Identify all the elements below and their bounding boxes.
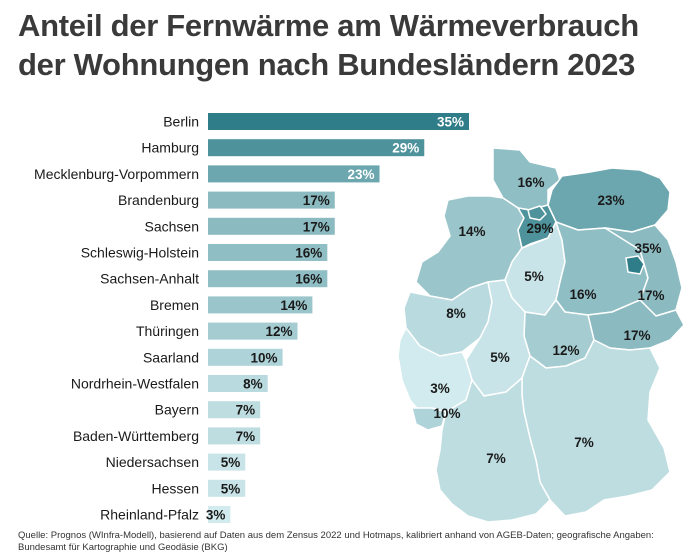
map-label-baden-wuerttemberg: 7%	[486, 451, 506, 466]
value-label-baden-wuerttemberg: 7%	[236, 429, 256, 444]
value-label-bremen: 14%	[280, 298, 307, 313]
category-label-nordrhein-westfalen: Nordrhein-Westfalen	[71, 376, 199, 392]
bar-sachsen	[208, 217, 335, 235]
category-label-saarland: Saarland	[143, 349, 199, 365]
category-label-thueringen: Thüringen	[136, 323, 199, 339]
map-label-sachsen-anhalt: 5%	[524, 269, 544, 284]
category-label-sachsen: Sachsen	[145, 218, 199, 234]
bar-saarland	[208, 348, 283, 366]
bar-mecklenburg-vorpommern	[208, 165, 380, 183]
value-label-saarland: 10%	[251, 350, 278, 365]
chart-title: Anteil der Fernwärme am Wärmeverbrauch d…	[18, 6, 688, 84]
category-label-niedersachsen: Niedersachsen	[106, 454, 199, 470]
map-label-schleswig-holstein: 16%	[517, 175, 544, 190]
map-state-7	[604, 224, 683, 317]
map-state-1	[492, 147, 561, 211]
bar-niedersachsen	[208, 453, 246, 471]
bar-hessen	[208, 479, 246, 497]
category-label-hamburg: Hamburg	[141, 140, 199, 156]
map-label-sachsen: 17%	[623, 328, 650, 343]
bar-nordrhein-westfalen	[208, 375, 268, 392]
value-label-sachsen: 17%	[303, 219, 330, 234]
map-label-saarland: 10%	[433, 406, 460, 421]
category-label-brandenburg: Brandenburg	[118, 192, 199, 208]
category-label-baden-wuerttemberg: Baden-Württemberg	[73, 428, 199, 444]
map-state-hamburg	[527, 205, 547, 221]
value-label-sachsen-anhalt: 16%	[295, 272, 322, 287]
category-label-rheinland-pfalz: Rheinland-Pfalz	[100, 507, 199, 523]
source-note: Quelle: Prognos (WInfra-Modell), basiere…	[18, 530, 654, 553]
category-label-sachsen-anhalt: Sachsen-Anhalt	[100, 271, 199, 287]
bar-baden-wuerttemberg	[208, 427, 261, 445]
category-label-hessen: Hessen	[152, 480, 199, 496]
category-label-schleswig-holstein: Schleswig-Holstein	[81, 245, 199, 261]
germany-map: 16% 23% 14% 29% 35% 5% 16% 17% 8% 17% 12% 5% 3% 10% 7%…	[397, 147, 685, 523]
map-label-rheinland-pfalz: 3%	[430, 381, 450, 396]
chart-title-line-1: Anteil der Fernwärme am Wärmeverbrauch	[18, 8, 639, 43]
bar-hamburg	[208, 139, 425, 157]
map-state-13	[411, 407, 447, 431]
value-label-mecklenburg-vorpommern: 23%	[347, 167, 374, 182]
bar-berlin	[208, 113, 469, 130]
map-label-brandenburg-south: 17%	[637, 288, 664, 303]
chart-title-line-2: der Wohnungen nach Bundesländern 2023	[18, 47, 636, 82]
map-label-mecklenburg-vorpommern: 23%	[597, 193, 624, 208]
map-state-15	[435, 377, 551, 523]
value-label-niedersachsen: 5%	[221, 455, 241, 470]
value-label-nordrhein-westfalen: 8%	[243, 377, 263, 392]
value-label-bayern: 7%	[236, 403, 256, 418]
bar-thueringen	[208, 322, 298, 340]
bar-chart: Berlin 35% Hamburg 29% Mecklenburg-Vorpommer…	[34, 113, 469, 523]
bar-schleswig-holstein	[208, 244, 328, 261]
value-label-brandenburg: 17%	[303, 193, 330, 208]
map-state-berlin	[625, 255, 645, 275]
bar-bayern	[208, 401, 261, 419]
map-label-nordrhein-westfalen: 8%	[446, 306, 466, 321]
category-label-bayern: Bayern	[155, 402, 199, 418]
map-label-niedersachsen: 14%	[458, 224, 485, 239]
value-label-berlin: 35%	[437, 115, 464, 130]
map-label-bayern: 7%	[574, 435, 594, 450]
bar-rheinland-pfalz	[208, 506, 231, 523]
map-label-hessen: 5%	[490, 350, 510, 365]
value-label-rheinland-pfalz: 3%	[206, 508, 226, 523]
map-label-berlin: 35%	[634, 241, 661, 256]
value-label-schleswig-holstein: 16%	[295, 246, 322, 261]
category-label-berlin: Berlin	[163, 114, 199, 130]
value-label-hamburg: 29%	[392, 141, 419, 156]
map-label-hamburg-bremen: 29%	[526, 221, 553, 236]
bar-brandenburg	[208, 191, 335, 209]
map-label-brandenburg: 16%	[569, 287, 596, 302]
bar-sachsen-anhalt	[208, 270, 328, 288]
value-label-hessen: 5%	[221, 481, 241, 496]
category-label-bremen: Bremen	[150, 297, 199, 313]
value-label-thueringen: 12%	[265, 324, 292, 339]
category-label-mecklenburg-vorpommern: Mecklenburg-Vorpommern	[34, 166, 199, 182]
map-label-thueringen: 12%	[552, 343, 579, 358]
bar-bremen	[208, 296, 313, 314]
